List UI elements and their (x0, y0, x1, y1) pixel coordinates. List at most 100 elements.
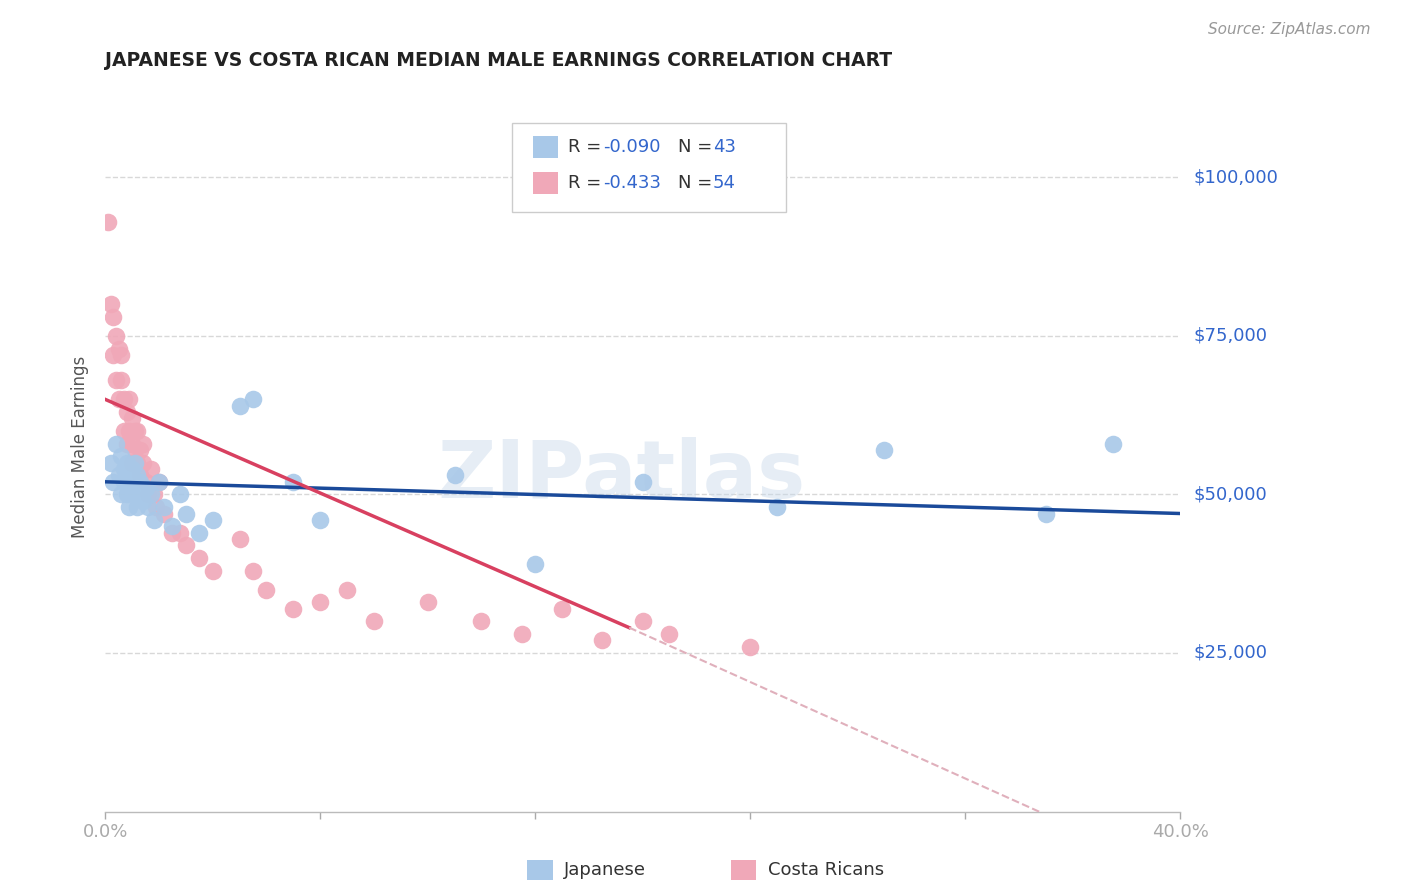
Point (112, 462, 135, 476)
Point (110, 373, 132, 387)
Point (118, 475, 141, 489)
Point (169, 487, 191, 501)
Point (121, 481, 143, 495)
Point (104, 373, 127, 387)
Point (139, 462, 162, 476)
Point (510, 627, 533, 641)
Point (118, 424, 141, 438)
Point (107, 392, 129, 407)
Text: 54: 54 (713, 174, 735, 192)
Text: 43: 43 (713, 138, 735, 156)
Point (443, 468, 465, 483)
Point (148, 475, 170, 489)
Text: N =: N = (678, 138, 718, 156)
Point (136, 500, 159, 515)
Point (136, 487, 159, 501)
Point (283, 475, 305, 489)
Point (738, 640, 761, 654)
Point (124, 443, 146, 458)
Point (121, 436, 143, 450)
Point (551, 601, 574, 615)
Point (104, 436, 127, 450)
Point (139, 487, 162, 501)
Point (174, 507, 197, 521)
Point (118, 500, 141, 515)
Text: Japanese: Japanese (564, 861, 645, 879)
Text: $75,000: $75,000 (1194, 327, 1267, 345)
Point (115, 436, 138, 450)
Point (112, 424, 135, 438)
Point (142, 513, 165, 527)
Point (188, 550, 211, 565)
Point (100, 297, 122, 311)
Point (132, 436, 155, 450)
Text: $100,000: $100,000 (1194, 169, 1278, 186)
Point (1035, 507, 1057, 521)
Point (188, 525, 211, 540)
Point (631, 615, 654, 629)
Point (115, 405, 138, 419)
Point (124, 487, 146, 501)
Point (162, 519, 184, 533)
Point (121, 411, 143, 425)
Point (470, 615, 492, 629)
Point (336, 582, 359, 597)
Point (97, 215, 120, 229)
Point (658, 627, 681, 641)
Point (127, 468, 149, 483)
Point (129, 468, 152, 483)
Point (100, 456, 122, 470)
Text: Source: ZipAtlas.com: Source: ZipAtlas.com (1208, 22, 1371, 37)
Point (145, 500, 167, 515)
Point (416, 595, 439, 609)
Point (127, 500, 149, 515)
Point (107, 342, 129, 356)
Point (309, 513, 332, 527)
Text: N =: N = (678, 174, 718, 192)
Point (103, 475, 125, 489)
Point (242, 564, 264, 578)
Point (118, 392, 141, 407)
Point (115, 456, 138, 470)
Point (103, 310, 125, 324)
Point (148, 475, 170, 489)
Point (766, 500, 789, 515)
Point (873, 443, 896, 458)
Point (127, 456, 149, 470)
Text: $25,000: $25,000 (1194, 644, 1267, 662)
Point (201, 513, 224, 527)
Point (1101, 436, 1123, 450)
Text: $50,000: $50,000 (1194, 485, 1267, 503)
Point (129, 475, 152, 489)
Point (153, 500, 176, 515)
Text: -0.433: -0.433 (603, 174, 661, 192)
Y-axis label: Median Male Earnings: Median Male Earnings (72, 356, 89, 538)
Point (124, 456, 146, 470)
Text: JAPANESE VS COSTA RICAN MEDIAN MALE EARNINGS CORRELATION CHART: JAPANESE VS COSTA RICAN MEDIAN MALE EARN… (105, 51, 893, 70)
Point (121, 462, 143, 476)
Point (363, 615, 385, 629)
Point (127, 424, 149, 438)
Point (228, 532, 250, 546)
Text: Costa Ricans: Costa Ricans (768, 861, 884, 879)
Point (134, 475, 156, 489)
Point (121, 456, 143, 470)
Text: -0.090: -0.090 (603, 138, 661, 156)
Point (162, 525, 184, 540)
Point (103, 348, 125, 362)
Point (104, 329, 127, 343)
Point (309, 595, 332, 609)
Point (132, 456, 155, 470)
Point (124, 424, 146, 438)
Point (591, 633, 613, 648)
Point (112, 475, 135, 489)
Point (129, 443, 152, 458)
Point (129, 487, 152, 501)
Point (142, 487, 165, 501)
Point (107, 468, 129, 483)
Point (242, 392, 264, 407)
Point (110, 450, 132, 464)
Point (110, 487, 132, 501)
Point (115, 487, 138, 501)
Point (283, 601, 305, 615)
